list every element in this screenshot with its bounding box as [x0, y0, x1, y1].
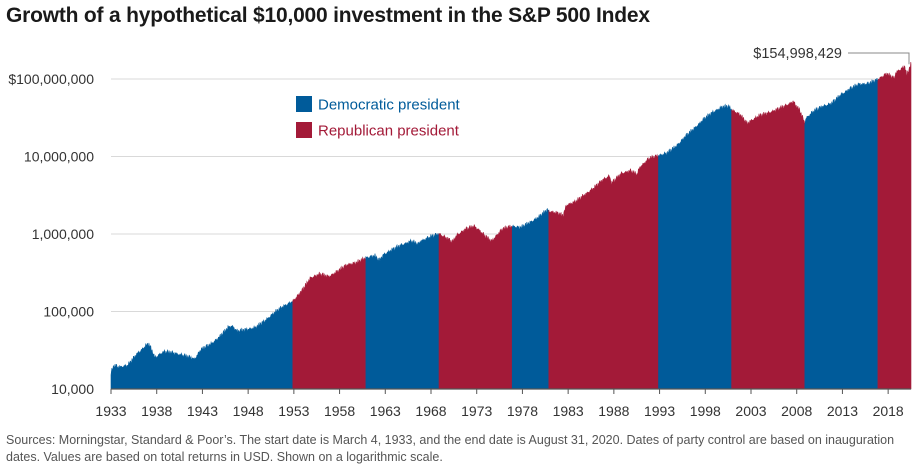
chart-title: Growth of a hypothetical $10,000 investm…: [6, 4, 650, 27]
y-tick-label: 10,000: [51, 381, 94, 397]
legend-swatch-democratic: [296, 96, 312, 112]
x-tick-label: 1988: [598, 403, 629, 419]
x-tick-label: 1953: [278, 403, 309, 419]
x-tick-label: 1998: [690, 403, 721, 419]
x-tick-label: 1963: [370, 403, 401, 419]
x-tick-label: 1968: [415, 403, 446, 419]
x-tick-label: 2008: [781, 403, 812, 419]
x-tick-label: 1948: [233, 403, 264, 419]
area-segment-republican: [877, 61, 912, 390]
area-segment-democratic: [511, 207, 550, 390]
y-tick-label: 100,000: [43, 304, 94, 320]
area-segment-republican: [292, 256, 367, 390]
x-tick-label: 2013: [827, 403, 858, 419]
y-tick-label: 1,000,000: [32, 226, 94, 242]
x-tick-label: 1973: [461, 403, 492, 419]
x-tick-label: 1943: [187, 403, 218, 419]
x-tick-label: 1938: [141, 403, 172, 419]
y-tick-label: $100,000,000: [8, 71, 94, 87]
legend-label-democratic: Democratic president: [318, 97, 461, 114]
source-note: Sources: Morningstar, Standard & Poor’s.…: [6, 433, 895, 464]
y-tick-label: 10,000,000: [24, 149, 94, 165]
legend-swatch-republican: [296, 122, 312, 138]
area-segment-democratic: [110, 301, 294, 390]
x-tick-label: 1958: [324, 403, 355, 419]
area-segment-republican: [731, 100, 806, 390]
area-segment-democratic: [804, 78, 879, 390]
area-segment-democratic: [365, 233, 440, 390]
legend-label-republican: Republican president: [318, 123, 460, 140]
x-tick-label: 1983: [553, 403, 584, 419]
x-tick-label: 2003: [735, 403, 766, 419]
area-segment-democratic: [658, 103, 732, 390]
x-tick-label: 1978: [507, 403, 538, 419]
area-segment-republican: [548, 153, 659, 390]
x-tick-label: 2018: [873, 403, 904, 419]
end-value-label: $154,998,429: [753, 46, 842, 62]
area-segment-republican: [438, 224, 513, 390]
x-tick-label: 1933: [95, 403, 126, 419]
end-value-leader-line: [848, 52, 910, 65]
x-tick-label: 1993: [644, 403, 675, 419]
